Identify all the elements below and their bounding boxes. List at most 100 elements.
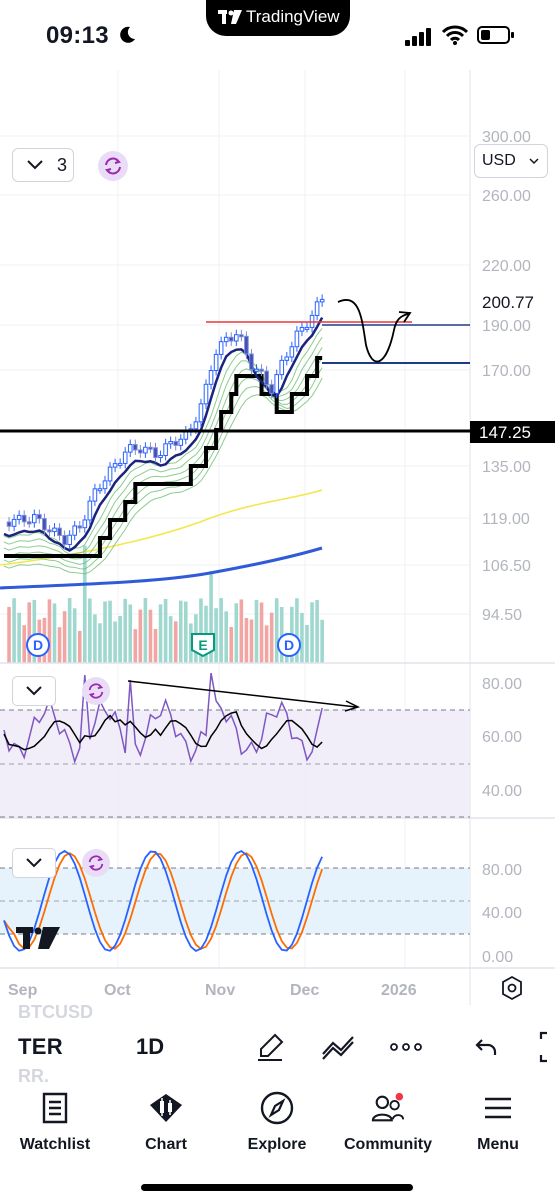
- candle-body: [158, 455, 163, 459]
- undo-button[interactable]: [469, 1030, 503, 1064]
- candle-body: [274, 374, 279, 394]
- symbol-selector[interactable]: TER: [18, 1034, 63, 1059]
- sync-button[interactable]: [98, 151, 128, 181]
- chart-icon: [150, 1094, 182, 1122]
- status-bar: 09:13 TradingView: [0, 0, 555, 70]
- sync-icon: [105, 157, 121, 175]
- volume-bar: [168, 616, 173, 663]
- chevron-down-icon: [26, 686, 42, 696]
- tab-menu[interactable]: Menu: [446, 1091, 550, 1155]
- tab-chart[interactable]: Chart: [114, 1091, 218, 1155]
- interval-dropdown[interactable]: 3: [12, 148, 74, 182]
- tab-watchlist[interactable]: Watchlist: [3, 1091, 107, 1155]
- fullscreen-button[interactable]: [531, 1030, 555, 1064]
- stoch-sync-button[interactable]: [82, 849, 110, 877]
- candle-body: [269, 384, 274, 394]
- watchlist-icon: [42, 1092, 68, 1124]
- volume-bar: [118, 616, 122, 663]
- stoch-axis-label: 80.00: [482, 862, 522, 879]
- ribbon-line: [3, 367, 323, 570]
- chevron-down-icon: [27, 160, 43, 170]
- candle-body: [279, 359, 285, 376]
- candle-body: [208, 370, 214, 385]
- price-axis-label: 135.00: [482, 459, 531, 476]
- volume-bar: [47, 599, 52, 663]
- chart-area[interactable]: 300.00 260.00 220.00 190.00 170.00 135.00 119.…: [0, 70, 555, 1005]
- more-tools-button[interactable]: [389, 1030, 423, 1064]
- tab-label: Chart: [145, 1136, 187, 1153]
- candle-body: [92, 488, 98, 502]
- volume-bar: [249, 619, 254, 663]
- currency-dropdown[interactable]: USD: [474, 144, 548, 178]
- candle-body: [37, 514, 42, 520]
- candle-body: [143, 446, 148, 454]
- brush-icon: [258, 1033, 284, 1061]
- ma-blue-line: [0, 546, 323, 590]
- currency-value: USD: [482, 152, 516, 169]
- event-marker-label: D: [33, 637, 43, 653]
- home-indicator: [141, 1184, 413, 1191]
- time-axis-label: 2026: [381, 982, 417, 999]
- price-axis-label: 94.50: [482, 607, 522, 624]
- stoch-axis-label: 0.00: [482, 949, 513, 966]
- volume-bar: [108, 600, 112, 663]
- volume-bar: [189, 623, 193, 663]
- volume-bar: [229, 626, 234, 663]
- candle-body: [314, 301, 320, 316]
- interval-selector[interactable]: 1D: [136, 1034, 165, 1059]
- tab-label: Watchlist: [19, 1136, 91, 1153]
- moon-icon: [120, 26, 135, 43]
- volume-bar: [143, 598, 148, 663]
- volume-bar: [98, 623, 102, 663]
- line-tools-button[interactable]: [321, 1030, 355, 1064]
- volume-bar: [93, 614, 97, 663]
- time-axis-label: Dec: [290, 982, 319, 999]
- candle-body: [26, 521, 32, 525]
- candle-body: [249, 353, 254, 370]
- ribbon-line: [3, 377, 323, 575]
- chart-settings-icon[interactable]: [499, 975, 525, 1001]
- fullscreen-icon: [539, 1031, 547, 1063]
- volume-bar: [83, 545, 87, 663]
- candle-body: [122, 451, 128, 464]
- rsi-sync-button[interactable]: [82, 677, 110, 705]
- volume-bar: [244, 617, 249, 663]
- tab-community[interactable]: Community: [336, 1091, 440, 1155]
- candle-body: [223, 336, 229, 343]
- candle-body: [21, 514, 27, 523]
- volume-bar: [17, 612, 21, 663]
- volume-bar: [88, 598, 92, 663]
- candle-body: [11, 518, 17, 527]
- candle-body: [193, 421, 199, 430]
- undo-icon: [475, 1039, 497, 1055]
- stoch-pane-collapse-button[interactable]: [12, 848, 56, 878]
- candlesticks: [6, 294, 325, 550]
- community-icon: [371, 1092, 405, 1122]
- dynamic-island: TradingView: [206, 0, 350, 36]
- volume-bar: [67, 598, 72, 663]
- volume-bar: [279, 607, 284, 663]
- candle-body: [117, 462, 123, 466]
- volume-bars: [7, 545, 324, 663]
- candle-body: [304, 326, 310, 330]
- stoch-axis-label: 40.00: [482, 905, 522, 922]
- tab-explore[interactable]: Explore: [225, 1091, 329, 1155]
- candle-body: [57, 527, 62, 536]
- compass-icon: [260, 1091, 294, 1125]
- candle-body: [62, 534, 67, 546]
- chevron-down-icon: [529, 158, 539, 165]
- volume-bar: [264, 625, 269, 663]
- candle-body: [168, 441, 173, 445]
- volume-bar: [22, 625, 26, 663]
- level-price-label: 147.25: [479, 423, 531, 442]
- rsi-pane-collapse-button[interactable]: [12, 676, 56, 706]
- volume-bar: [123, 598, 127, 663]
- time-axis-label: Oct: [104, 982, 131, 999]
- symbol-ghost-next: RR.: [18, 1066, 49, 1086]
- price-chart[interactable]: 300.00 260.00 220.00 190.00 170.00 135.00 119.…: [0, 70, 555, 1005]
- brush-tool-button[interactable]: [253, 1030, 287, 1064]
- candle-body: [72, 525, 78, 536]
- ema-fast-line: [3, 316, 324, 552]
- candle-body: [299, 326, 305, 332]
